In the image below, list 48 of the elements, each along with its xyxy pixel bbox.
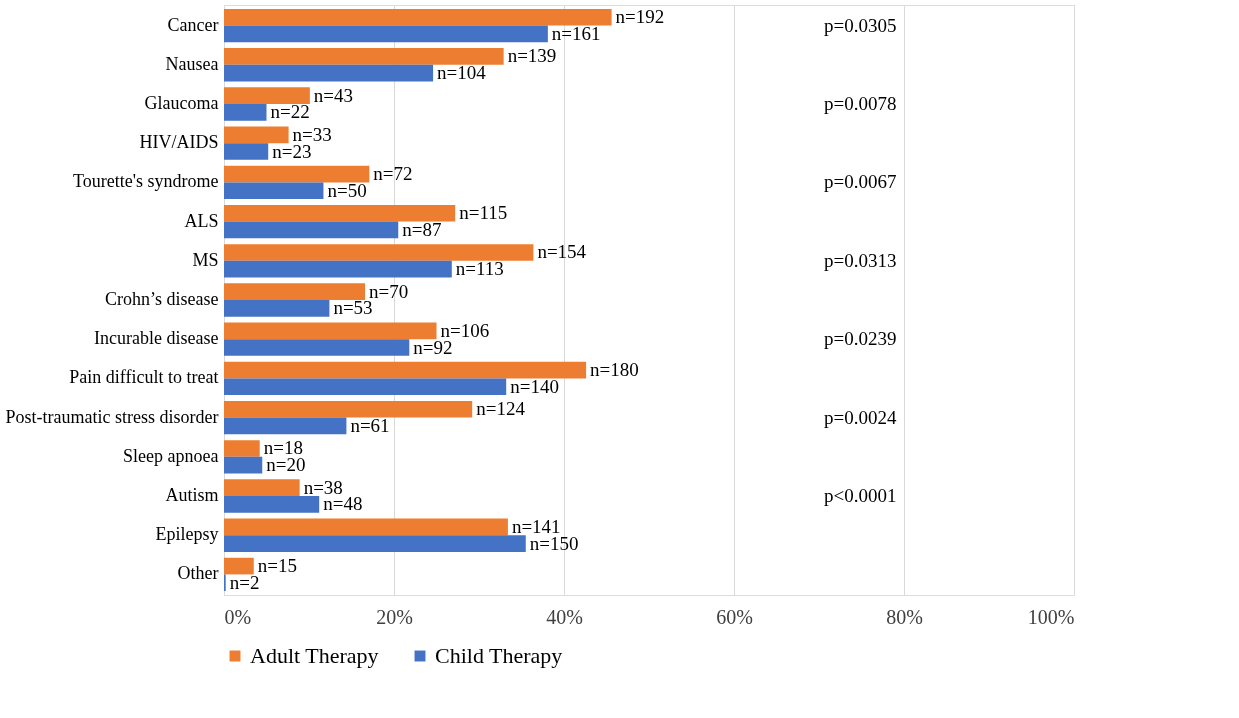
y-tick-label: Sleep apnoea [123,445,219,466]
annotation: p=0.0024 [824,406,897,428]
y-tick-label: Pain difficult to treat [69,367,219,388]
x-tick-label: 80% [886,605,923,628]
annotation: n=124 [476,398,526,420]
annotation: p=0.0239 [824,328,897,350]
annotation: n=140 [510,375,559,397]
y-tick-label: Crohn’s disease [105,289,219,309]
x-tick-label: 0% [224,605,252,628]
annotation: n=104 [437,62,487,84]
annotation: n=139 [507,45,557,67]
annotation: n=50 [327,179,367,201]
x-tick-label: 40% [546,605,583,628]
y-tick-label: HIV/AIDS [139,132,219,153]
annotation: n=192 [615,6,665,28]
y-tick-label: MS [192,249,219,270]
annotation: n=2 [229,571,260,593]
annotation: n=87 [402,218,442,240]
y-tick-label: Epilepsy [155,524,219,545]
annotation: n=15 [257,555,297,577]
y-tick-label: Other [177,563,219,584]
annotation: n=115 [459,202,508,224]
annotation: n=113 [455,258,504,280]
y-tick-label: Tourette's syndrome [73,171,219,192]
annotation: n=72 [373,163,413,185]
annotation: n=154 [537,241,587,263]
annotation: p=0.0067 [824,171,897,193]
y-tick-label: Post-traumatic stress disorder [5,406,219,427]
y-tick-label: Glaucoma [144,92,219,113]
annotation: p=0.0313 [824,249,897,271]
x-tick-label: 60% [716,605,753,628]
annotation: n=22 [270,101,310,123]
y-tick-label: Incurable disease [94,328,219,349]
annotation: n=180 [590,359,639,381]
x-tick-label: 100% [1027,605,1075,628]
annotation: p<0.0001 [824,485,897,507]
annotation: n=61 [350,414,390,436]
annotation: n=43 [313,84,354,106]
y-tick-label: Cancer [167,14,219,35]
x-tick-label: 20% [376,605,413,628]
annotation: n=161 [551,22,601,44]
annotation: p=0.0305 [824,14,897,36]
y-tick-label: ALS [184,210,219,231]
legend-label: Child Therapy [435,643,563,668]
y-tick-label: Autism [165,485,219,506]
annotation: p=0.0078 [824,92,897,114]
y-tick-label: Nausea [165,53,219,74]
legend-label: Adult Therapy [250,643,379,668]
